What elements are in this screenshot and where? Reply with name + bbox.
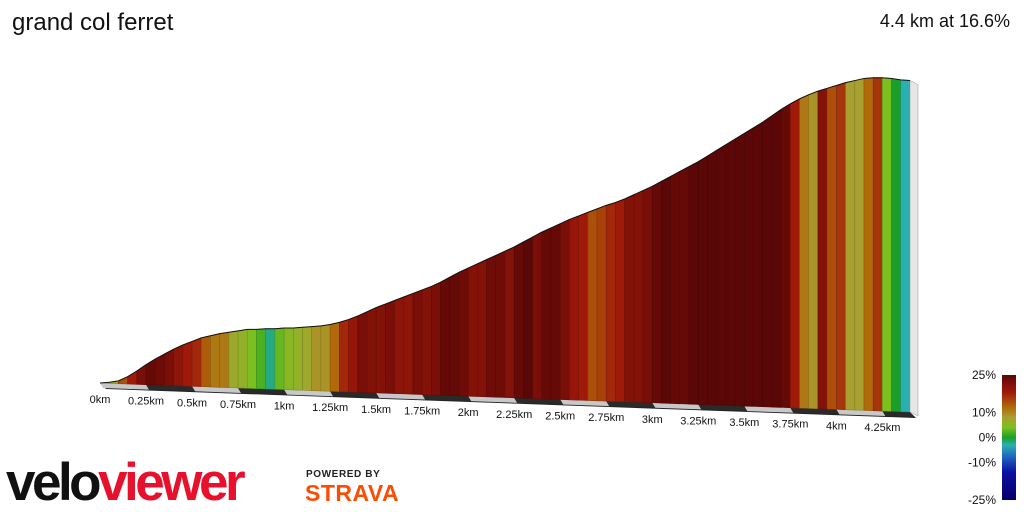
x-tick-label: 2.75km [588,412,624,424]
km-band [836,409,886,417]
x-tick-label: 2km [458,407,479,419]
color-scale-label: -10% [968,456,996,470]
km-band [468,396,518,403]
logo-viewer: viewer [98,453,245,512]
x-tick-label: 0.25km [128,396,164,408]
x-tick-label: 0.5km [177,397,207,409]
km-band [376,392,426,400]
km-band [560,399,610,407]
km-band [514,397,564,405]
color-scale-label: 0% [979,431,997,445]
climb-summary: 4.4 km at 16.6% [879,11,1010,31]
logo-velo: velo [6,453,100,512]
km-band [100,383,150,390]
x-tick-label: 1.75km [404,406,440,418]
x-tick-label: 4km [826,420,847,432]
color-scale-bar [1002,375,1016,500]
x-tick-label: 3.5km [729,417,759,429]
color-scale-label: 10% [972,406,996,420]
profile-outline [99,77,911,384]
x-tick-label: 0.75km [220,399,256,411]
color-scale-label: 25% [972,368,996,382]
color-scale-label: -25% [968,493,996,507]
x-tick-label: 3.75km [772,419,808,431]
km-band [790,407,840,415]
km-band [422,394,472,402]
x-tick-label: 0km [90,394,111,406]
veloviewer-logo[interactable]: veloviewer [6,450,296,512]
svg-text:veloviewer: veloviewer [6,453,245,512]
km-band [882,411,913,417]
profile-end-cap [909,80,919,417]
km-band [606,401,656,408]
km-band [652,402,702,410]
x-tick-label: 1.25km [312,402,348,414]
x-tick-label: 3km [642,414,663,426]
powered-by-label: POWERED BY [306,469,381,480]
km-band [192,386,242,393]
x-tick-label: 4.25km [864,422,900,434]
km-band [238,387,288,395]
km-band [744,406,794,413]
x-tick-label: 1km [274,401,295,413]
x-tick-label: 1.5km [361,404,391,416]
km-band [330,391,380,398]
strava-logo[interactable]: STRAVA [305,480,400,506]
km-band [284,389,334,397]
x-tick-label: 3.25km [680,415,716,427]
km-band [698,404,748,412]
x-tick-label: 2.5km [545,410,575,422]
km-band [146,384,196,392]
x-tick-label: 2.25km [496,409,532,421]
chart-title: grand col ferret [12,9,174,36]
